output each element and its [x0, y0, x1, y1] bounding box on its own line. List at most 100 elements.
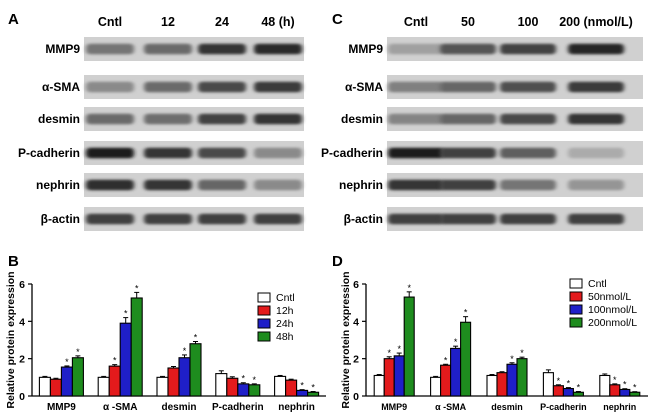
blot-c-blot-strip — [387, 107, 643, 131]
chart-d-bar — [393, 355, 405, 397]
chart-d-legend-swatch — [569, 317, 583, 328]
blot-a-row-label: β-actin — [41, 212, 80, 226]
chart-b-y-tick-label: 6 — [19, 279, 25, 291]
blot-c-lane-label: 100 — [518, 15, 539, 29]
blot-a-blot-strip — [84, 75, 304, 99]
blot-a-band — [86, 81, 134, 93]
chart-d-significance-marker: * — [464, 308, 468, 318]
chart-b-bar — [38, 376, 51, 397]
blot-c-band — [500, 213, 556, 225]
blot-a-band — [86, 113, 134, 125]
chart-b-bar — [226, 377, 239, 397]
chart-d-significance-marker: * — [444, 355, 448, 365]
chart-d-significance-marker: * — [623, 380, 627, 390]
chart-d-legend-swatch — [569, 278, 583, 289]
blot-a-band — [198, 147, 246, 159]
blot-a-row-label: desmin — [38, 112, 80, 126]
chart-d-bar — [496, 372, 508, 397]
chart-d-y-tick-label: 6 — [353, 279, 359, 291]
chart-d-bar — [403, 296, 415, 397]
blot-c-blot-strip — [387, 75, 643, 99]
chart-b-significance-marker: * — [183, 346, 187, 356]
chart-b-legend-label: 48h — [276, 331, 294, 343]
blot-c-band — [500, 43, 556, 55]
blot-a-band — [144, 113, 192, 125]
blot-a-band — [144, 147, 192, 159]
chart-d-category-label: MMP9 — [381, 402, 407, 412]
chart-d-bar — [552, 385, 564, 397]
chart-b-bar — [215, 373, 228, 397]
blot-c-row-label: β-actin — [344, 212, 383, 226]
blot-c-blot-strip — [387, 173, 643, 197]
chart-d-bar — [450, 347, 462, 397]
blot-c-band — [500, 147, 556, 159]
blot-c-band — [500, 113, 556, 125]
blot-a-band — [198, 213, 246, 225]
blot-a-band — [198, 43, 246, 55]
chart-d-legend-label: 50nmol/L — [588, 291, 631, 303]
chart-b-category-label: nephrin — [278, 402, 315, 413]
chart-d-bar — [440, 364, 452, 397]
blot-c-lane-label: 200 (nmol/L) — [559, 15, 633, 29]
chart-b-category-label: MMP9 — [47, 402, 76, 413]
blot-a-band — [86, 147, 134, 159]
blot-c-blot-strip — [387, 37, 643, 61]
blot-c-band — [568, 147, 624, 159]
blot-c-band — [440, 213, 496, 225]
chart-d-significance-marker: * — [577, 383, 581, 393]
chart-d-category-label: desmin — [491, 402, 523, 412]
blot-a-row-label: α-SMA — [42, 80, 80, 94]
chart-b-significance-marker: * — [113, 356, 117, 366]
chart-b-y-tick-label: 4 — [19, 316, 25, 328]
blot-c-band — [568, 81, 624, 93]
blot-c-row-label: P-cadherin — [321, 146, 383, 160]
blot-a-band — [144, 179, 192, 191]
chart-b-legend-swatch — [257, 318, 271, 329]
chart-d-category-label: nephrin — [603, 402, 636, 412]
blot-a-band — [86, 43, 134, 55]
chart-d-significance-marker: * — [613, 375, 617, 385]
chart-b-bar — [237, 383, 250, 397]
chart-b-legend-swatch — [257, 331, 271, 342]
chart-b-bar — [248, 384, 261, 397]
chart-b-bar — [156, 376, 169, 397]
blot-a-lane-label: 12 — [161, 15, 175, 29]
blot-c-band — [388, 147, 444, 159]
blot-a-band — [254, 213, 302, 225]
chart-d-y-tick-label: 2 — [353, 354, 359, 366]
blot-a-row-label: P-cadherin — [18, 146, 80, 160]
blot-a-blot-strip — [84, 173, 304, 197]
blot-c-band — [388, 213, 444, 225]
blot-c-lane-label: Cntl — [404, 15, 428, 29]
panel-letter-a: A — [8, 11, 19, 28]
blot-c-blot-strip — [387, 141, 643, 165]
blot-a-band — [254, 81, 302, 93]
chart-d-legend-label: 200nmol/L — [588, 317, 637, 329]
blot-a-band — [144, 81, 192, 93]
blot-a-band — [254, 147, 302, 159]
chart-d-significance-marker: * — [520, 348, 524, 358]
chart-b-significance-marker: * — [242, 374, 246, 384]
chart-d-y-axis-label: Relative protein expression — [340, 271, 352, 408]
blot-a-band — [144, 43, 192, 55]
blot-c-band — [388, 43, 444, 55]
blot-c-row-label: MMP9 — [348, 42, 383, 56]
chart-b-bar — [167, 367, 180, 397]
chart-d-significance-marker: * — [397, 344, 401, 354]
chart-b-y-tick-label: 0 — [19, 391, 25, 403]
chart-b-bar — [119, 322, 132, 397]
blot-c-band — [440, 81, 496, 93]
chart-d-bar — [599, 374, 611, 397]
blot-a-row-label: nephrin — [36, 178, 80, 192]
panel-letter-b: B — [8, 253, 19, 270]
chart-b-significance-marker: * — [253, 375, 257, 385]
chart-b-bar — [274, 375, 287, 397]
chart-b-legend-label: 24h — [276, 318, 294, 330]
chart-d-bar — [609, 384, 621, 397]
blot-c-row-label: desmin — [341, 112, 383, 126]
chart-b-legend-swatch — [257, 305, 271, 316]
chart-b-significance-marker: * — [65, 357, 69, 367]
blot-a-band — [144, 213, 192, 225]
